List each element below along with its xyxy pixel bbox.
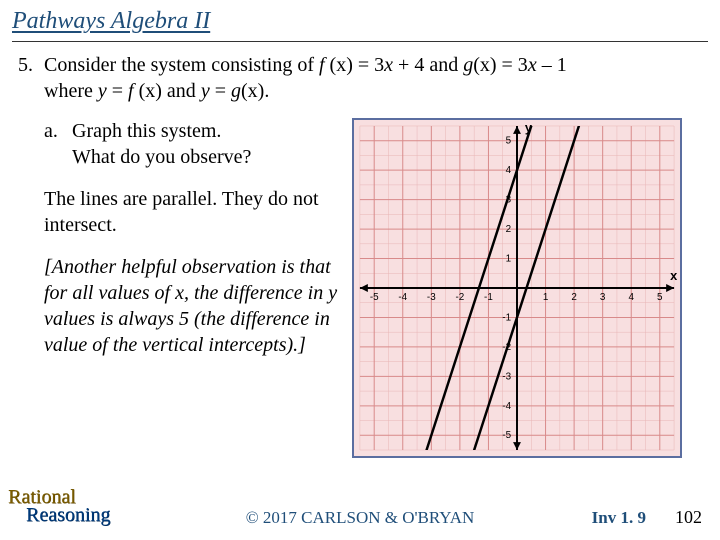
investigation-ref: Inv 1. 9 <box>592 508 646 528</box>
subproblem-q1: Graph this system. <box>72 118 251 144</box>
page-title: Pathways Algebra II <box>12 8 708 35</box>
svg-text:2: 2 <box>571 292 576 303</box>
svg-text:4: 4 <box>506 165 512 176</box>
graph: -5-4-3-2-112345-5-4-3-2-112345yx <box>352 118 682 458</box>
svg-text:x: x <box>670 268 678 283</box>
subproblem-q2: What do you observe? <box>72 144 251 170</box>
svg-text:5: 5 <box>506 136 512 147</box>
observation-text: [Another helpful observation is that for… <box>44 254 344 358</box>
svg-text:1: 1 <box>506 254 511 265</box>
problem-statement: 5. Consider the system consisting of f (… <box>18 52 702 104</box>
svg-text:3: 3 <box>600 292 606 303</box>
svg-text:1: 1 <box>543 292 548 303</box>
subproblem-letter: a. <box>44 118 72 170</box>
svg-text:2: 2 <box>506 224 511 235</box>
svg-text:-4: -4 <box>502 401 511 412</box>
subproblem-a: a. Graph this system. What do you observ… <box>44 118 344 170</box>
problem-number: 5. <box>18 52 44 104</box>
svg-text:-3: -3 <box>502 371 511 382</box>
answer-text: The lines are parallel. They do not inte… <box>44 186 344 238</box>
svg-text:4: 4 <box>628 292 634 303</box>
svg-text:-3: -3 <box>427 292 436 303</box>
page-number: 102 <box>675 507 702 528</box>
svg-text:-4: -4 <box>398 292 407 303</box>
svg-text:-1: -1 <box>484 292 493 303</box>
svg-text:-2: -2 <box>455 292 464 303</box>
footer: Rational Reasoning © 2017 CARLSON & O'BR… <box>0 482 720 540</box>
svg-text:-5: -5 <box>502 430 511 441</box>
problem-text: Consider the system consisting of f (x) … <box>44 52 702 104</box>
svg-text:5: 5 <box>657 292 663 303</box>
svg-text:-1: -1 <box>502 312 511 323</box>
svg-text:-5: -5 <box>370 292 379 303</box>
